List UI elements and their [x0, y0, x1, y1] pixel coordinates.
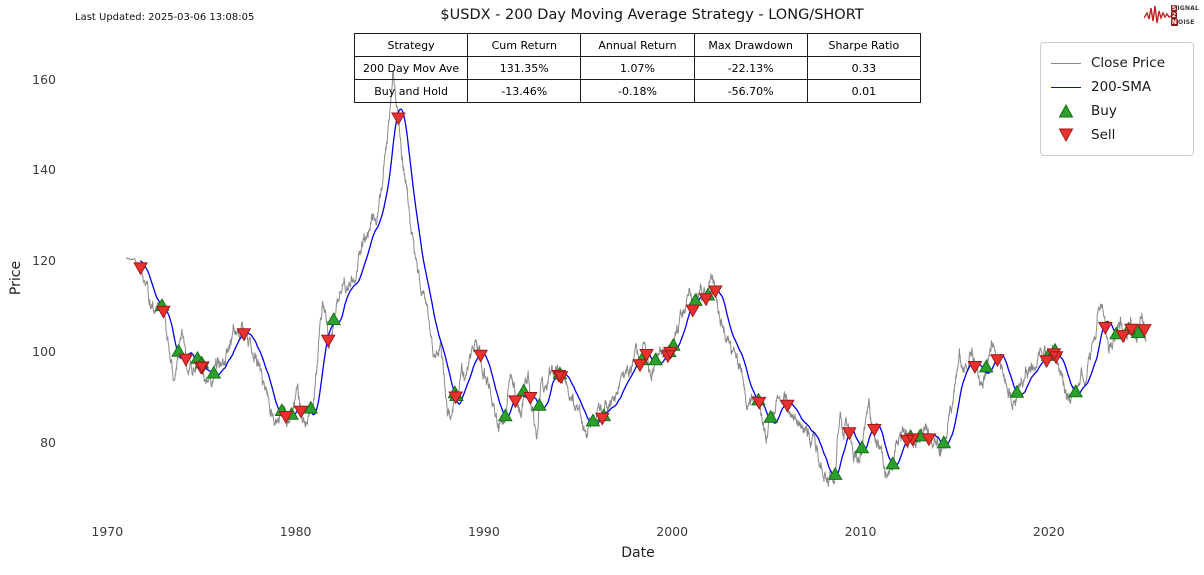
- last-updated-label: Last Updated: 2025-03-06 13:08:05: [75, 12, 255, 23]
- x-tick-label: 1990: [467, 524, 500, 539]
- annual-return-cell: -0.18%: [580, 79, 695, 103]
- signal2noise-logo: SIGNAL 2 NOISE: [1143, 3, 1199, 27]
- table-row: Buy and Hold -13.46% -0.18% -56.70% 0.01: [353, 79, 922, 103]
- max-drawdown-cell: -56.70%: [693, 79, 808, 103]
- strategy-name-cell: 200 Day Mov Ave: [353, 56, 469, 80]
- stats-header-cum-return: Cum Return: [467, 33, 582, 57]
- stats-header-annual-return: Annual Return: [580, 33, 695, 57]
- x-tick-label: 1980: [279, 524, 312, 539]
- x-tick-label: 1970: [91, 524, 124, 539]
- legend-label: Buy: [1091, 103, 1117, 119]
- cum-return-cell: -13.46%: [467, 79, 582, 103]
- close-price-line-swatch: [1051, 62, 1081, 64]
- logo-line-2: 2: [1170, 11, 1178, 19]
- x-tick-label: 2010: [844, 524, 877, 539]
- max-drawdown-cell: -22.13%: [693, 56, 808, 80]
- stats-table: Strategy Cum Return Annual Return Max Dr…: [353, 33, 922, 103]
- legend-item-sma: 200-SMA: [1051, 75, 1183, 99]
- legend-label: Close Price: [1091, 55, 1165, 71]
- cum-return-cell: 131.35%: [467, 56, 582, 80]
- table-row: 200 Day Mov Ave 131.35% 1.07% -22.13% 0.…: [353, 56, 922, 80]
- y-tick-label: 80: [40, 434, 56, 450]
- stats-header-sharpe-ratio: Sharpe Ratio: [806, 33, 922, 57]
- strategy-name-cell: Buy and Hold: [353, 79, 469, 103]
- logo-line-signal: SIGNAL: [1170, 4, 1199, 12]
- legend-item-sell: Sell: [1051, 123, 1183, 147]
- chart-title: $USDX - 200 Day Moving Average Strategy …: [440, 7, 864, 23]
- logo-text: SIGNAL 2 NOISE: [1170, 4, 1199, 26]
- x-tick-label: 2020: [1032, 524, 1065, 539]
- y-tick-label: 100: [32, 343, 56, 359]
- stats-header-max-drawdown: Max Drawdown: [693, 33, 808, 57]
- waveform-icon: [1143, 5, 1172, 24]
- sma-line-swatch: [1051, 86, 1081, 88]
- legend-item-close-price: Close Price: [1051, 51, 1183, 75]
- logo-line-noise: NOISE: [1170, 18, 1195, 26]
- annual-return-cell: 1.07%: [580, 56, 695, 80]
- x-axis-label: Date: [621, 545, 655, 561]
- sell-triangle-icon: [1051, 128, 1081, 143]
- stats-header-strategy: Strategy: [353, 33, 469, 57]
- chart-legend: Close Price 200-SMA Buy Sell: [1040, 42, 1194, 156]
- y-axis-label: Price: [8, 260, 24, 296]
- buy-triangle-icon: [1051, 103, 1081, 118]
- y-tick-label: 120: [32, 253, 56, 268]
- legend-label: Sell: [1091, 127, 1116, 143]
- y-tick-label: 160: [32, 71, 56, 87]
- sharpe-ratio-cell: 0.01: [806, 79, 922, 103]
- legend-label: 200-SMA: [1091, 79, 1152, 95]
- sharpe-ratio-cell: 0.33: [806, 56, 922, 80]
- stats-table-header-row: Strategy Cum Return Annual Return Max Dr…: [353, 33, 922, 57]
- legend-item-buy: Buy: [1051, 99, 1183, 123]
- y-tick-label: 140: [32, 162, 56, 178]
- x-tick-label: 2000: [656, 524, 689, 539]
